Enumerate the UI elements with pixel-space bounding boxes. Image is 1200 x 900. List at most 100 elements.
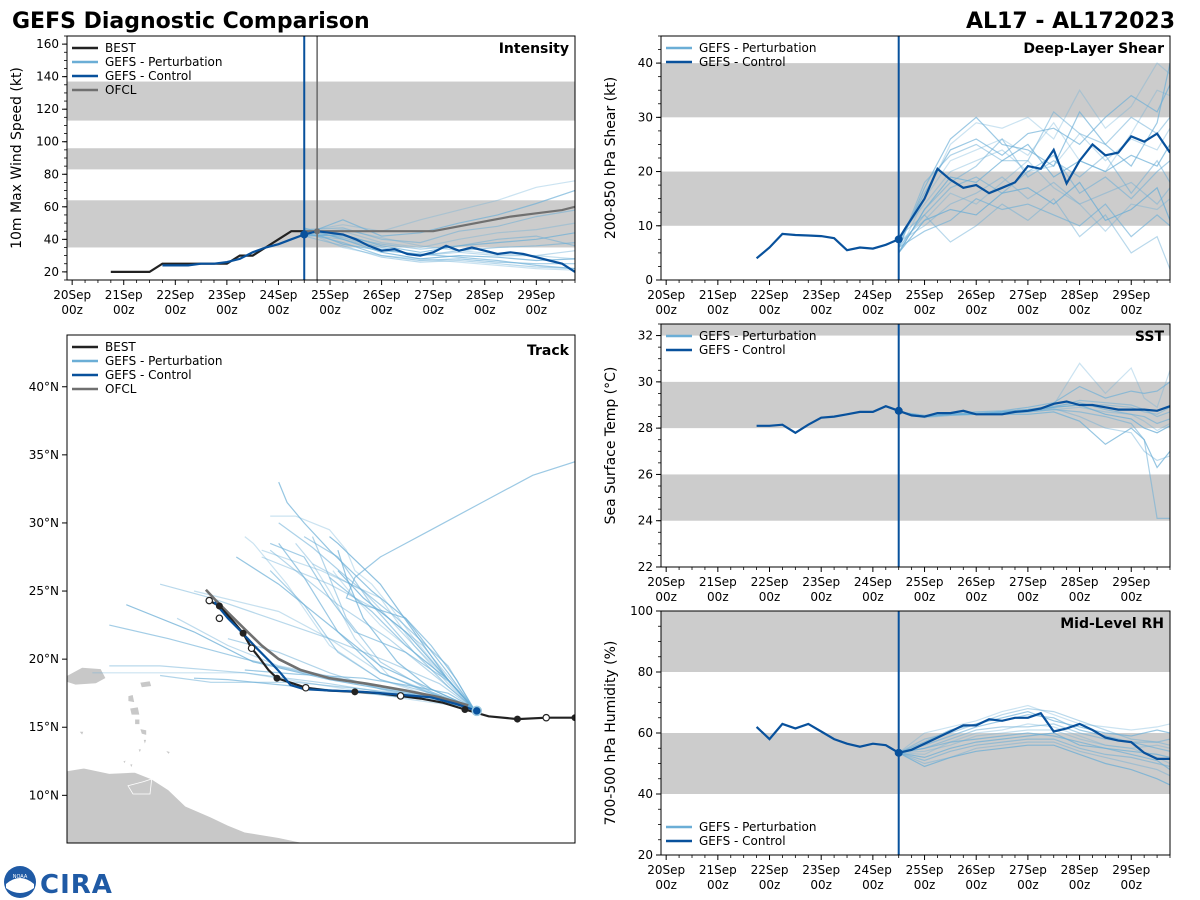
intensity-perturbation-line-1 — [303, 189, 575, 237]
noaa-wave-icon — [6, 878, 34, 893]
intensity-band-0 — [67, 200, 575, 248]
intensity-y-tick-label: 60 — [44, 200, 59, 214]
rh-x-tick-label: 25Sep — [906, 863, 944, 877]
intensity-y-tick-label: 80 — [44, 167, 59, 181]
intensity-x-tick-label: 27Sep — [414, 288, 452, 302]
track-control-init-point — [471, 705, 483, 717]
sst-y-tick-label: 24 — [638, 514, 653, 528]
shear-y-tick-label: 30 — [638, 110, 653, 124]
intensity-x-tick-label: 00z — [474, 303, 496, 317]
shear-panel: 20Sep00z21Sep00z22Sep00z23Sep00z24Sep00z… — [603, 35, 1171, 317]
shear-y-tick-label: 10 — [638, 219, 653, 233]
land-mass-3 — [127, 693, 136, 704]
rh-x-tick-label: 00z — [965, 878, 987, 892]
shear-x-tick-label: 26Sep — [957, 288, 995, 302]
rh-x-tick-label: 00z — [655, 878, 677, 892]
sst-legend-label: GEFS - Perturbation — [699, 329, 816, 343]
intensity-x-tick-label: 26Sep — [363, 288, 401, 302]
intensity-perturbation-line-7 — [304, 227, 575, 262]
intensity-legend-label: GEFS - Perturbation — [105, 55, 222, 69]
sst-y-tick-label: 30 — [638, 375, 653, 389]
shear-perturbation-line-11 — [898, 62, 1170, 248]
sst-perturbation-line-8 — [898, 402, 1170, 425]
rh-x-tick-label: 00z — [810, 878, 832, 892]
shear-x-tick-label: 29Sep — [1112, 288, 1150, 302]
sst-x-tick-label: 21Sep — [699, 575, 737, 589]
intensity-x-tick-label: 00z — [371, 303, 393, 317]
track-perturbation-line-21 — [244, 669, 474, 709]
shear-control-line — [755, 132, 1170, 260]
shear-x-tick-label: 00z — [707, 303, 729, 317]
shear-perturbation-line-9 — [898, 197, 1170, 270]
track-perturbation-line-14 — [337, 550, 474, 709]
track-perturbation-line-18 — [269, 542, 474, 709]
sst-y-axis-label: Sea Surface Temp (°C) — [603, 367, 619, 525]
track-perturbation-line-29 — [269, 549, 474, 709]
land-mass-0 — [67, 767, 305, 843]
intensity-control-line — [162, 230, 575, 273]
sst-perturbation-line-9 — [898, 404, 1170, 418]
shear-x-tick-label: 00z — [1017, 303, 1039, 317]
rh-x-tick-label: 24Sep — [854, 863, 892, 877]
track-panel: 10°N15°N20°N25°N30°N35°N40°NTrackBESTGEF… — [29, 334, 576, 844]
intensity-perturbation-line-3 — [304, 222, 575, 249]
track-best-open-point — [247, 644, 256, 653]
rh-x-tick-label: 00z — [759, 878, 781, 892]
track-best-open-point — [396, 692, 405, 700]
rh-perturbation-line-7 — [898, 744, 1170, 786]
sst-x-tick-label: 27Sep — [1009, 575, 1047, 589]
sst-perturbation-line-5 — [898, 408, 1170, 520]
rh-x-tick-label: 00z — [1069, 878, 1091, 892]
land-mass-1 — [67, 666, 107, 686]
shear-legend-label: GEFS - Perturbation — [699, 41, 816, 55]
rh-x-tick-label: 20Sep — [647, 863, 685, 877]
track-legend-label: GEFS - Control — [105, 368, 192, 382]
sst-x-tick-label: 00z — [707, 590, 729, 604]
track-frame — [66, 334, 576, 844]
rh-plot-area — [661, 611, 1170, 855]
rh-panel: 20Sep00z21Sep00z22Sep00z23Sep00z24Sep00z… — [603, 604, 1171, 892]
shear-x-tick-label: 24Sep — [854, 288, 892, 302]
intensity-y-tick-label: 100 — [36, 135, 59, 149]
intensity-perturbation-line-10 — [303, 230, 575, 271]
sst-x-tick-label: 29Sep — [1112, 575, 1150, 589]
track-legend-label: BEST — [105, 340, 136, 354]
shear-perturbation-line-2 — [898, 110, 1170, 248]
shear-x-tick-label: 28Sep — [1061, 288, 1099, 302]
track-best-point — [239, 629, 247, 637]
shear-panel-title: Deep-Layer Shear — [1023, 41, 1164, 57]
track-perturbation-line-24 — [278, 481, 474, 709]
shear-y-axis-label: 200-850 hPa Shear (kt) — [603, 77, 619, 239]
intensity-perturbation-line-9 — [304, 235, 575, 270]
intensity-x-tick-label: 20Sep — [53, 288, 91, 302]
sst-x-tick-label: 00z — [1017, 590, 1039, 604]
cira-logo-text: CIRA — [40, 870, 113, 900]
track-perturbation-line-16 — [295, 543, 474, 709]
track-perturbation-line-28 — [329, 576, 474, 709]
noaa-logo-text: NOAA — [13, 874, 28, 880]
shear-y-tick-label: 20 — [638, 165, 653, 179]
land-mass-9 — [164, 749, 171, 756]
intensity-x-tick-label: 25Sep — [311, 288, 349, 302]
rh-y-axis-label: 700-500 hPa Humidity (%) — [603, 641, 619, 826]
shear-perturbation-line-10 — [898, 89, 1170, 243]
rh-x-tick-label: 27Sep — [1009, 863, 1047, 877]
sst-band-2 — [661, 324, 1170, 336]
shear-perturbation-line-8 — [898, 198, 1170, 249]
shear-perturbation-line-1 — [898, 84, 1170, 243]
land-mass-11 — [127, 778, 153, 795]
sst-x-tick-label: 28Sep — [1061, 575, 1099, 589]
shear-x-tick-label: 00z — [1120, 303, 1142, 317]
intensity-x-tick-label: 00z — [319, 303, 341, 317]
shear-x-tick-label: 00z — [810, 303, 832, 317]
intensity-x-tick-label: 00z — [268, 303, 290, 317]
land-mass-4 — [129, 706, 141, 716]
shear-x-tick-label: 00z — [759, 303, 781, 317]
rh-x-tick-label: 28Sep — [1061, 863, 1099, 877]
rh-perturbation-line-11 — [898, 732, 1170, 771]
track-y-tick-label: 35°N — [29, 448, 59, 462]
rh-panel-title: Mid-Level RH — [1060, 616, 1164, 632]
shear-perturbation-line-5 — [898, 154, 1170, 248]
track-best-open-point — [205, 596, 214, 605]
track-perturbation-line-5 — [269, 570, 474, 709]
